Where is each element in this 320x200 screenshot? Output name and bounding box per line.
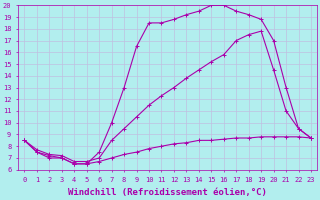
- X-axis label: Windchill (Refroidissement éolien,°C): Windchill (Refroidissement éolien,°C): [68, 188, 267, 197]
